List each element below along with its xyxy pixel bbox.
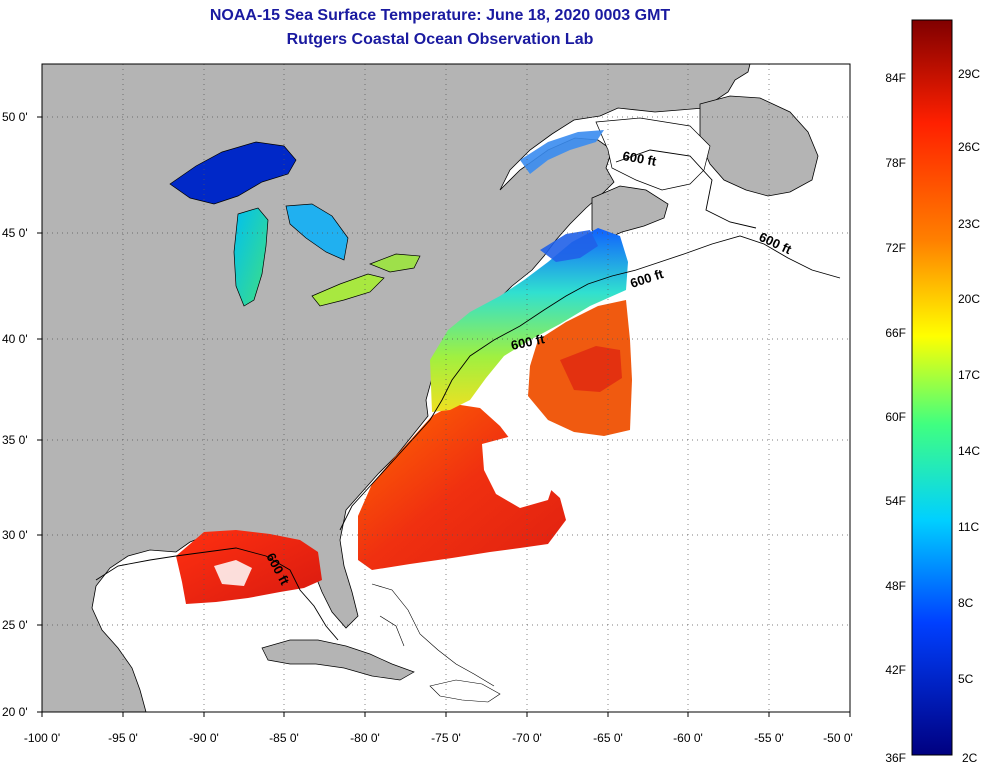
land-newfoundland xyxy=(699,95,819,197)
sst-gulf-of-maine xyxy=(540,230,598,262)
lake-erie xyxy=(311,273,385,307)
colorbar-f-label: 36F xyxy=(885,751,906,765)
colorbar-c-labels: 29C 26C 23C 20C 17C 14C 11C 8C 5C 2C xyxy=(958,67,980,765)
lon-label: -95 0' xyxy=(108,731,138,745)
land-hispaniola xyxy=(429,679,501,703)
lon-label: -80 0' xyxy=(350,731,380,745)
colorbar-f-label: 66F xyxy=(885,326,906,340)
longitude-labels: -100 0' -95 0' -90 0' -85 0' -80 0' -75 … xyxy=(24,731,853,745)
axis-ticks xyxy=(37,116,851,717)
land-north-america xyxy=(42,64,751,712)
colorbar-c-label: 14C xyxy=(958,444,980,458)
isobath-600ft-gulf xyxy=(95,547,339,641)
map-title: NOAA-15 Sea Surface Temperature: June 18… xyxy=(209,7,671,24)
colorbar-c-label: 5C xyxy=(958,672,974,686)
colorbar-f-label: 54F xyxy=(885,494,906,508)
latitude-labels: 50 0' 45 0' 40 0' 35 0' 30 0' 25 0' 20 0… xyxy=(2,110,28,719)
lat-label: 50 0' xyxy=(2,110,28,124)
lat-label: 35 0' xyxy=(2,433,28,447)
gulf-st-lawrence xyxy=(595,117,711,191)
lake-michigan xyxy=(233,207,269,307)
colorbar-c-label: 20C xyxy=(958,292,980,306)
colorbar-c-label: 2C xyxy=(962,751,978,765)
isobath-label: 600 ft xyxy=(510,331,547,353)
colorbar xyxy=(911,19,953,756)
lon-label: -75 0' xyxy=(431,731,461,745)
map-subtitle: Rutgers Coastal Ocean Observation Lab xyxy=(286,31,594,48)
lake-huron xyxy=(285,203,349,261)
colorbar-f-label: 48F xyxy=(885,579,906,593)
colorbar-f-label: 78F xyxy=(885,156,906,170)
colorbar-f-label: 60F xyxy=(885,410,906,424)
isobath-label: 600 ft xyxy=(621,148,658,169)
lon-label: -70 0' xyxy=(512,731,542,745)
lake-superior xyxy=(169,141,297,205)
cloud-gap xyxy=(482,436,556,508)
lon-label: -55 0' xyxy=(754,731,784,745)
isobath-600ft-north xyxy=(615,149,757,229)
lat-label: 20 0' xyxy=(2,705,28,719)
lat-label: 40 0' xyxy=(2,332,28,346)
lon-label: -85 0' xyxy=(269,731,299,745)
colorbar-c-label: 11C xyxy=(958,520,979,534)
lat-label: 30 0' xyxy=(2,528,28,542)
land-cuba xyxy=(261,639,415,681)
sst-warm-core xyxy=(560,346,622,392)
gulf-no-data-patch xyxy=(214,560,252,586)
colorbar-f-label: 42F xyxy=(885,663,906,677)
lon-label: -60 0' xyxy=(673,731,703,745)
graticule xyxy=(42,64,850,712)
colorbar-f-label: 72F xyxy=(885,241,906,255)
colorbar-c-label: 29C xyxy=(958,67,980,81)
lat-label: 25 0' xyxy=(2,618,28,632)
land-bahamas-outline xyxy=(371,583,495,687)
colorbar-f-label: 84F xyxy=(885,71,906,85)
lon-label: -65 0' xyxy=(593,731,623,745)
lon-label: -50 0' xyxy=(823,731,853,745)
lon-label: -90 0' xyxy=(189,731,219,745)
colorbar-f-labels: 84F 78F 72F 66F 60F 54F 48F 42F 36F xyxy=(885,71,906,765)
colorbar-c-label: 26C xyxy=(958,140,980,154)
sst-gulf-st-lawrence xyxy=(520,130,604,174)
colorbar-c-label: 8C xyxy=(958,596,974,610)
colorbar-c-label: 17C xyxy=(958,368,980,382)
colorbar-c-label: 23C xyxy=(958,217,980,231)
lat-label: 45 0' xyxy=(2,226,28,240)
lake-ontario xyxy=(369,253,421,273)
isobath-600ft-atlantic xyxy=(339,235,841,531)
lon-label: -100 0' xyxy=(24,731,60,745)
